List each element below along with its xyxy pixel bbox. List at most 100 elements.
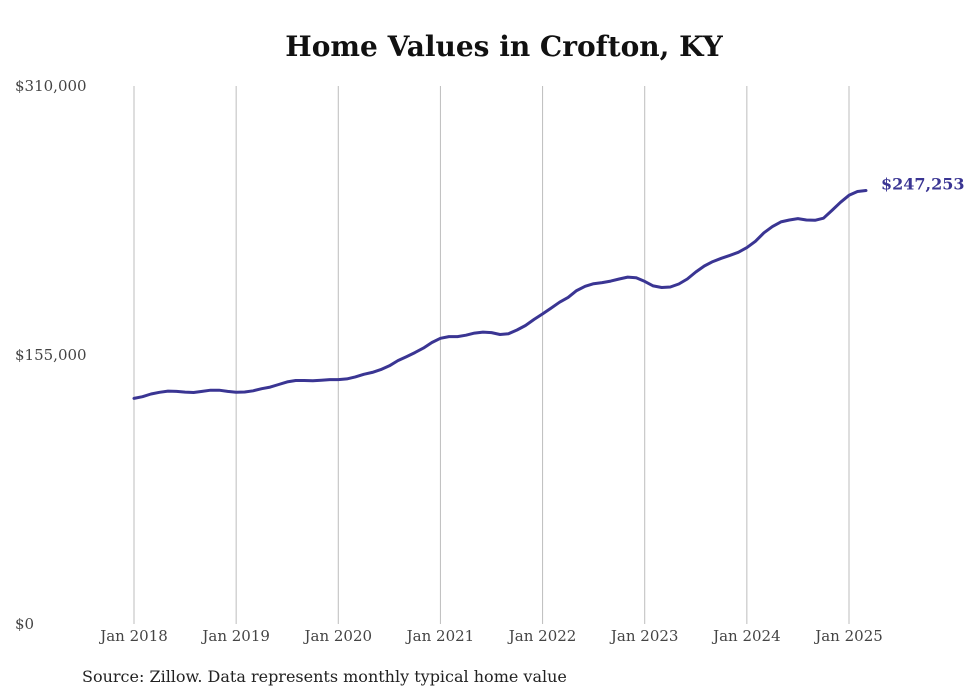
data-point bbox=[294, 379, 297, 382]
data-point bbox=[865, 189, 868, 192]
data-point bbox=[848, 194, 851, 197]
series-layer: $247,253 bbox=[132, 174, 965, 400]
x-tick-label: Jan 2018 bbox=[98, 627, 168, 645]
data-point bbox=[720, 257, 723, 260]
data-point bbox=[737, 251, 740, 254]
data-point bbox=[252, 389, 255, 392]
data-point bbox=[516, 329, 519, 332]
data-point bbox=[345, 377, 348, 380]
data-point bbox=[218, 389, 221, 392]
data-point bbox=[328, 378, 331, 381]
gridlines bbox=[133, 86, 850, 624]
y-tick-label: $155,000 bbox=[15, 346, 87, 364]
chart-title: Home Values in Crofton, KY bbox=[285, 30, 723, 63]
data-point bbox=[660, 286, 663, 289]
axis-ticks: Jan 2018 Jan 2019 Jan 2020 Jan 2021 Jan 2022… bbox=[15, 77, 883, 645]
data-point bbox=[235, 391, 238, 394]
data-point bbox=[303, 379, 306, 382]
data-point bbox=[269, 386, 272, 389]
data-point bbox=[337, 378, 340, 381]
data-point bbox=[677, 283, 680, 286]
data-point bbox=[243, 391, 246, 394]
data-point bbox=[524, 324, 527, 327]
data-point bbox=[626, 276, 629, 279]
data-point bbox=[788, 219, 791, 222]
data-point bbox=[652, 284, 655, 287]
data-point bbox=[439, 337, 442, 340]
data-point bbox=[490, 331, 493, 334]
x-tick-label: Jan 2019 bbox=[200, 627, 270, 645]
data-point bbox=[745, 246, 748, 249]
data-point bbox=[371, 371, 374, 374]
data-point bbox=[805, 219, 808, 222]
data-point bbox=[482, 331, 485, 334]
data-point bbox=[405, 355, 408, 358]
data-point bbox=[643, 280, 646, 283]
end-value-label: $247,253 bbox=[881, 174, 965, 193]
data-point bbox=[796, 217, 799, 220]
data-point bbox=[184, 391, 187, 394]
data-point bbox=[839, 201, 842, 204]
data-point bbox=[541, 312, 544, 315]
data-point bbox=[567, 296, 570, 299]
data-point bbox=[447, 335, 450, 338]
data-point bbox=[260, 387, 263, 390]
y-tick-label: $310,000 bbox=[15, 77, 87, 95]
data-point bbox=[728, 254, 731, 257]
data-point bbox=[507, 332, 510, 335]
data-point bbox=[822, 217, 825, 220]
data-point bbox=[379, 368, 382, 371]
data-point bbox=[592, 282, 595, 285]
x-tick-label: Jan 2024 bbox=[711, 627, 781, 645]
x-tick-label: Jan 2020 bbox=[303, 627, 373, 645]
data-point bbox=[456, 335, 459, 338]
data-point bbox=[533, 318, 536, 321]
data-point bbox=[354, 375, 357, 378]
source-note: Source: Zillow. Data represents monthly … bbox=[82, 667, 567, 686]
data-point bbox=[558, 301, 561, 304]
data-point bbox=[575, 289, 578, 292]
x-tick-label: Jan 2025 bbox=[813, 627, 883, 645]
series-line bbox=[132, 189, 868, 400]
data-point bbox=[618, 278, 621, 281]
data-point bbox=[226, 390, 229, 393]
data-point bbox=[473, 332, 476, 335]
data-point bbox=[635, 276, 638, 279]
data-point bbox=[779, 220, 782, 223]
y-tick-label: $0 bbox=[15, 615, 34, 633]
data-point bbox=[499, 333, 502, 336]
data-point bbox=[711, 260, 714, 263]
data-point bbox=[771, 225, 774, 228]
data-point bbox=[465, 334, 468, 337]
data-point bbox=[141, 395, 144, 398]
data-point bbox=[856, 190, 859, 193]
data-point bbox=[422, 347, 425, 350]
data-point bbox=[762, 231, 765, 234]
data-point bbox=[396, 359, 399, 362]
x-tick-label: Jan 2023 bbox=[609, 627, 679, 645]
data-point bbox=[686, 278, 689, 281]
data-point bbox=[703, 265, 706, 268]
data-point bbox=[201, 390, 204, 393]
data-point bbox=[388, 364, 391, 367]
data-point bbox=[362, 373, 365, 376]
x-tick-label: Jan 2021 bbox=[405, 627, 475, 645]
data-point bbox=[550, 307, 553, 310]
data-point bbox=[584, 285, 587, 288]
data-point bbox=[609, 280, 612, 283]
data-point bbox=[601, 281, 604, 284]
data-point bbox=[286, 380, 289, 383]
data-point bbox=[311, 379, 314, 382]
data-point bbox=[413, 351, 416, 354]
data-point bbox=[669, 286, 672, 289]
data-point bbox=[150, 393, 153, 396]
data-point bbox=[831, 209, 834, 212]
data-point bbox=[158, 391, 161, 394]
data-point bbox=[175, 390, 178, 393]
x-tick-label: Jan 2022 bbox=[507, 627, 577, 645]
data-point bbox=[754, 240, 757, 243]
data-point bbox=[320, 379, 323, 382]
data-point bbox=[133, 397, 136, 400]
data-point bbox=[167, 390, 170, 393]
data-point bbox=[694, 271, 697, 274]
